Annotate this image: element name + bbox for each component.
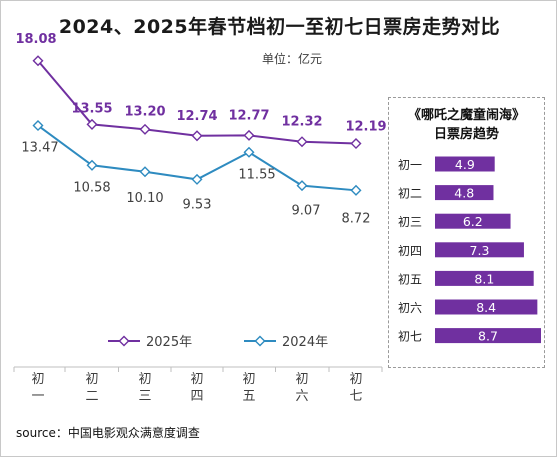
unit-label: 单位：亿元 [262, 52, 323, 66]
x-tick-label: 初五 [242, 372, 255, 404]
data-point [139, 123, 151, 135]
bar-value-label: 8.1 [474, 271, 494, 286]
data-label: 10.58 [73, 180, 110, 195]
x-tick-label: 初二 [85, 372, 98, 404]
legend-swatch-marker [254, 335, 266, 347]
x-tick-label: 初四 [190, 372, 203, 404]
data-label: 13.55 [71, 101, 112, 116]
bar [435, 185, 494, 201]
bar [435, 242, 524, 258]
legend-label: 2025年 [146, 335, 192, 350]
data-label: 11.55 [238, 167, 275, 182]
bar-category-label: 初七 [398, 330, 422, 344]
bar-value-label: 8.7 [478, 329, 498, 344]
inset-title: 《哪吒之魔童闹海》 日票房趋势 [389, 106, 544, 144]
bar [435, 328, 541, 344]
data-point [191, 130, 203, 142]
data-label: 12.32 [281, 115, 322, 130]
bar [435, 156, 495, 172]
bar-category-label: 初三 [398, 215, 422, 229]
x-tick-label: 初一 [31, 372, 44, 404]
bar-value-label: 6.2 [463, 214, 483, 229]
data-label: 18.08 [15, 32, 56, 47]
x-tick-label: 初六 [295, 372, 308, 404]
bar-category-label: 初五 [398, 272, 422, 286]
data-label: 9.07 [292, 204, 321, 219]
data-point [86, 159, 98, 171]
x-tick-label: 初七 [349, 372, 362, 404]
bar [435, 299, 538, 315]
data-label: 12.19 [345, 120, 386, 135]
bar-category-label: 初六 [398, 301, 422, 315]
bar [435, 213, 511, 229]
data-point [296, 180, 308, 192]
bar [435, 270, 534, 286]
x-tick-label: 初三 [138, 372, 151, 404]
data-point [243, 146, 255, 158]
bar-inset-panel: 《哪吒之魔童闹海》 日票房趋势 [388, 97, 545, 368]
data-point [243, 129, 255, 141]
data-point [86, 118, 98, 130]
data-point [296, 136, 308, 148]
source-note: source：中国电影观众满意度调查 [16, 426, 200, 440]
data-point [32, 120, 44, 132]
data-label: 9.53 [183, 197, 212, 212]
legend-label: 2024年 [282, 335, 328, 350]
bar-category-label: 初四 [398, 244, 422, 258]
bar-value-label: 4.9 [455, 157, 475, 172]
data-label: 10.10 [126, 191, 163, 206]
bar-category-label: 初二 [398, 187, 422, 201]
data-point [139, 166, 151, 178]
data-label: 12.77 [228, 108, 269, 123]
data-label: 13.20 [124, 104, 165, 119]
data-label: 12.74 [176, 109, 217, 124]
data-label: 13.47 [21, 141, 58, 156]
bar-value-label: 4.8 [454, 186, 474, 201]
data-point [32, 55, 44, 67]
inset-title-line-1: 《哪吒之魔童闹海》 [407, 108, 525, 123]
inset-title-line-2: 日票房趋势 [433, 127, 499, 142]
data-label: 8.72 [342, 211, 371, 226]
data-point [350, 138, 362, 150]
legend-swatch-marker [118, 335, 130, 347]
data-point [191, 173, 203, 185]
bar-value-label: 8.4 [476, 300, 496, 315]
data-point [350, 184, 362, 196]
bar-value-label: 7.3 [470, 243, 490, 258]
chart-title: 2024、2025年春节档初一至初七日票房走势对比 [58, 16, 501, 38]
bar-category-label: 初一 [398, 158, 422, 172]
